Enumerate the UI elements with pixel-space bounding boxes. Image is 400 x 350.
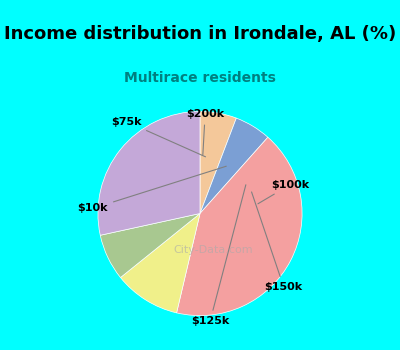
Text: $200k: $200k <box>186 110 224 155</box>
Text: Multirace residents: Multirace residents <box>124 71 276 85</box>
Wedge shape <box>200 118 268 214</box>
Text: $150k: $150k <box>252 192 303 292</box>
Wedge shape <box>100 214 200 278</box>
Text: City-Data.com: City-Data.com <box>174 245 253 255</box>
Text: $75k: $75k <box>111 117 206 157</box>
Text: Income distribution in Irondale, AL (%): Income distribution in Irondale, AL (%) <box>4 25 396 43</box>
Wedge shape <box>120 214 200 313</box>
Wedge shape <box>98 111 200 235</box>
Wedge shape <box>200 111 236 214</box>
Text: $125k: $125k <box>191 185 246 326</box>
Text: $10k: $10k <box>78 166 226 214</box>
Wedge shape <box>176 137 302 316</box>
Text: $100k: $100k <box>258 180 309 204</box>
